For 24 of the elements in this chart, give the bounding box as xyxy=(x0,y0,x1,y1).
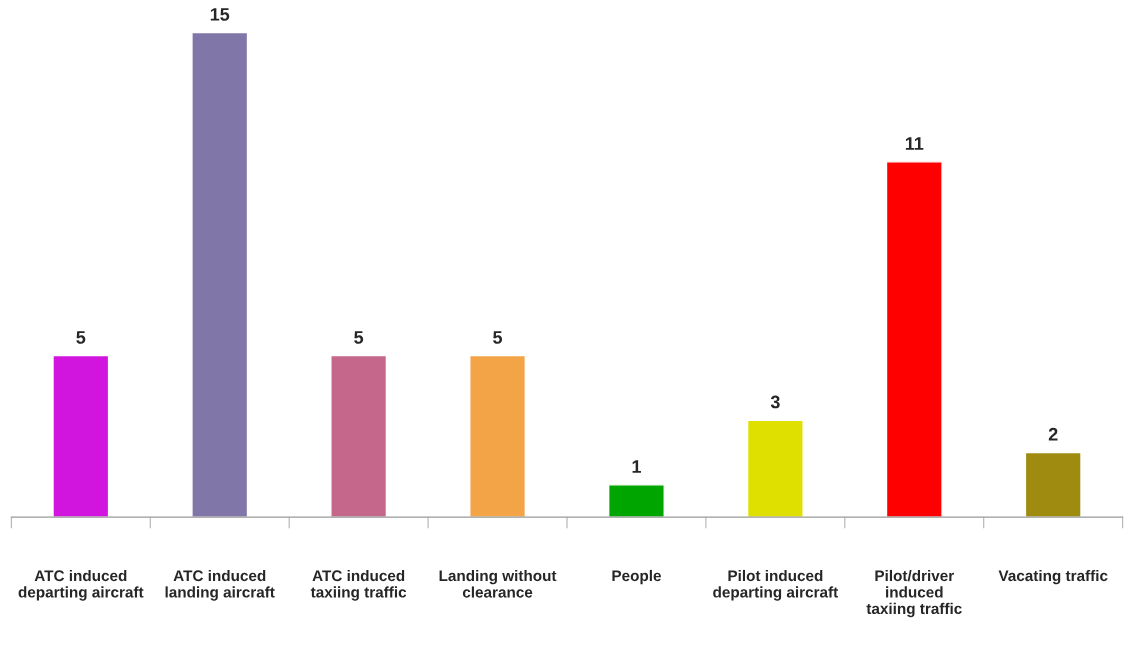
data-label: 5 xyxy=(76,331,86,344)
bar xyxy=(191,31,249,518)
bar xyxy=(469,354,527,518)
bar xyxy=(330,354,388,518)
data-label: 2 xyxy=(1048,427,1058,441)
data-label: 3 xyxy=(770,395,780,409)
bar xyxy=(52,354,110,518)
x-tick-label: ATC induced landing aircraft xyxy=(165,569,275,601)
x-tick-label: ATC induced taxiing traffic xyxy=(310,569,407,601)
x-tick-label: Pilot/driver induced taxiing traffic xyxy=(866,569,962,618)
bar xyxy=(746,419,804,518)
bar xyxy=(1024,451,1082,518)
x-tick-label: ATC induced departing aircraft xyxy=(18,569,144,601)
bar xyxy=(607,484,665,518)
x-tick-label: Vacating traffic xyxy=(998,569,1108,585)
data-label: 5 xyxy=(354,331,364,344)
x-tick-label: Pilot induced departing aircraft xyxy=(713,569,839,601)
data-label: 15 xyxy=(210,8,230,21)
x-tick-label: Landing without clearance xyxy=(439,569,557,598)
data-label: 11 xyxy=(905,137,924,150)
bar xyxy=(885,161,943,518)
data-label: 1 xyxy=(632,460,641,473)
data-label: 5 xyxy=(493,331,503,344)
x-tick-label: People xyxy=(612,569,661,585)
